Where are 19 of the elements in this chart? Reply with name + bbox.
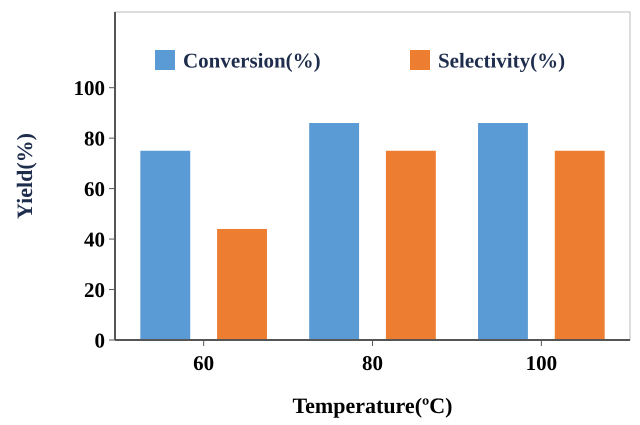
bar — [309, 123, 360, 340]
x-tick-label: 100 — [526, 351, 558, 375]
legend-label: Conversion(%) — [183, 48, 321, 72]
legend-label: Selectivity(%) — [438, 48, 566, 72]
bar — [478, 123, 528, 340]
y-axis-title: Yield(%) — [12, 133, 37, 219]
bar — [217, 228, 267, 340]
bar — [554, 150, 605, 340]
x-axis-title: Temperature(ºC) — [292, 393, 453, 418]
x-tick-label: 60 — [193, 351, 214, 375]
y-tick-label: 40 — [84, 227, 105, 252]
y-tick-label: 20 — [84, 278, 105, 302]
y-tick-label: 80 — [84, 126, 105, 151]
y-tick-label: 100 — [74, 76, 105, 100]
y-tick-label: 60 — [84, 176, 105, 201]
y-tick-label: 0 — [94, 328, 105, 352]
bar — [386, 150, 436, 340]
x-tick-label: 80 — [362, 351, 383, 375]
bar — [140, 150, 190, 340]
